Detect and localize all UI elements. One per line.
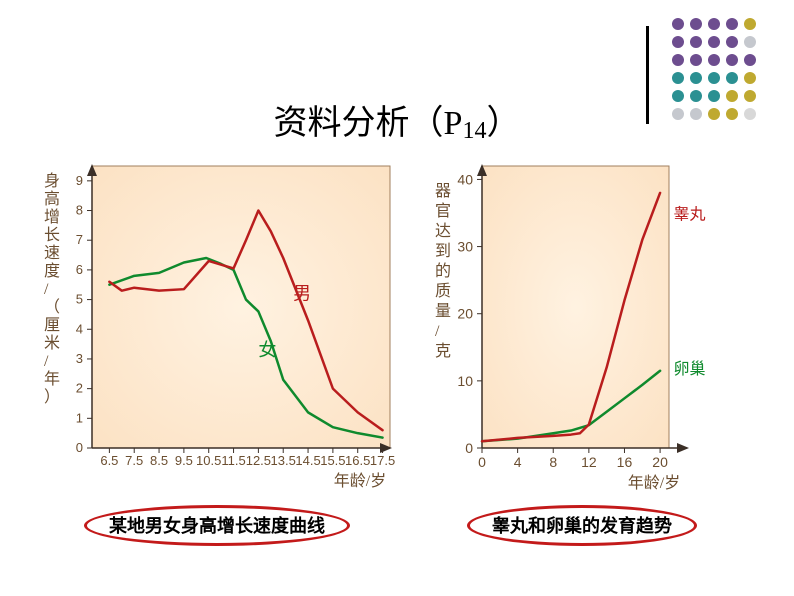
dot	[726, 18, 738, 30]
svg-text:13.5: 13.5	[271, 453, 296, 468]
svg-text:年: 年	[44, 370, 60, 388]
svg-text:睾丸: 睾丸	[673, 206, 705, 224]
dot	[690, 72, 702, 84]
svg-text:/: /	[44, 353, 49, 370]
svg-text:（: （	[44, 298, 60, 316]
dot	[726, 54, 738, 66]
title-paren-close: ）	[486, 105, 520, 142]
svg-text:官: 官	[435, 202, 451, 220]
svg-text:8: 8	[76, 203, 83, 218]
svg-text:增: 增	[44, 208, 60, 226]
svg-text:速: 速	[44, 244, 60, 262]
svg-text:器: 器	[435, 182, 451, 200]
svg-text:男: 男	[293, 284, 311, 304]
dot	[690, 18, 702, 30]
svg-text:/: /	[44, 281, 49, 298]
svg-text:12.5: 12.5	[246, 453, 271, 468]
svg-text:年龄/岁: 年龄/岁	[334, 472, 386, 490]
svg-text:10.5: 10.5	[196, 453, 221, 468]
svg-text:克: 克	[435, 342, 451, 360]
svg-text:高: 高	[44, 190, 60, 208]
svg-text:年龄/岁: 年龄/岁	[628, 474, 680, 492]
svg-text:17.5: 17.5	[370, 453, 395, 468]
svg-text:20: 20	[457, 306, 473, 322]
dot	[744, 54, 756, 66]
svg-text:4: 4	[514, 454, 522, 470]
svg-text:到: 到	[435, 242, 451, 260]
svg-text:15.5: 15.5	[320, 453, 345, 468]
dot	[672, 54, 684, 66]
svg-text:20: 20	[652, 454, 668, 470]
dot	[672, 36, 684, 48]
svg-text:0: 0	[76, 440, 83, 455]
svg-text:卵巢: 卵巢	[673, 360, 705, 378]
svg-text:度: 度	[44, 262, 60, 280]
svg-text:7: 7	[76, 232, 83, 247]
chart-height-growth: 0 1 2 3 4 5 6 7 8 9 6.5 7.5 8.5 9.510.511.512.513.514…	[24, 156, 406, 498]
svg-text:0: 0	[478, 454, 486, 470]
title-main: 资料分析	[274, 105, 410, 142]
dot	[690, 54, 702, 66]
svg-text:女: 女	[258, 340, 276, 360]
svg-text:米: 米	[44, 334, 60, 352]
svg-text:9: 9	[76, 173, 83, 188]
svg-text:长: 长	[44, 226, 60, 244]
svg-text:3: 3	[76, 351, 83, 366]
svg-text:16: 16	[617, 454, 633, 470]
svg-text:达: 达	[435, 222, 451, 240]
caption-chart2-wrap: 睾丸和卵巢的发育趋势	[467, 505, 697, 546]
title-sub: 14	[462, 118, 486, 144]
caption-chart2: 睾丸和卵巢的发育趋势	[467, 505, 697, 546]
dot	[744, 18, 756, 30]
dot	[726, 72, 738, 84]
svg-text:6: 6	[76, 262, 83, 277]
svg-text:）: ）	[44, 388, 60, 406]
svg-text:8.5: 8.5	[150, 453, 168, 468]
svg-text:量: 量	[435, 303, 451, 320]
dot	[708, 54, 720, 66]
title-p: P	[444, 105, 463, 142]
slide: 资料分析（P14） 01234567896.57.58.59.510.511.5…	[0, 0, 794, 596]
svg-text:的: 的	[435, 262, 451, 280]
dot	[744, 36, 756, 48]
page-title: 资料分析（P14）	[0, 95, 794, 144]
svg-text:6.5: 6.5	[100, 453, 118, 468]
svg-text:厘: 厘	[44, 317, 60, 334]
svg-text:11.5: 11.5	[221, 453, 245, 468]
dot	[708, 72, 720, 84]
svg-text:4: 4	[76, 321, 83, 336]
svg-text:14.5: 14.5	[295, 453, 320, 468]
dot	[708, 36, 720, 48]
svg-text:/: /	[435, 323, 440, 340]
svg-text:10: 10	[457, 373, 473, 389]
dot	[690, 36, 702, 48]
dot	[726, 36, 738, 48]
svg-text:7.5: 7.5	[125, 453, 143, 468]
svg-text:5: 5	[76, 292, 83, 307]
svg-text:9.5: 9.5	[175, 453, 193, 468]
svg-text:身: 身	[44, 172, 60, 190]
dot	[672, 18, 684, 30]
svg-text:质: 质	[435, 282, 451, 300]
dot	[708, 18, 720, 30]
chart-organ-mass: 0 10 20 30 40 0 4 8 12 16 20 器官达到的质量 / 克年龄/岁 睾丸卵巢	[417, 156, 709, 498]
dot	[744, 72, 756, 84]
svg-text:0: 0	[465, 440, 473, 456]
svg-text:2: 2	[76, 381, 83, 396]
svg-text:8: 8	[549, 454, 557, 470]
caption-chart1: 某地男女身高增长速度曲线	[84, 505, 350, 546]
svg-text:16.5: 16.5	[345, 453, 370, 468]
title-paren-open: （	[410, 105, 444, 142]
svg-text:12: 12	[581, 454, 597, 470]
svg-text:30: 30	[457, 239, 473, 255]
caption-chart1-wrap: 某地男女身高增长速度曲线	[84, 505, 350, 546]
dot	[672, 72, 684, 84]
svg-text:1: 1	[76, 410, 83, 425]
svg-text:40: 40	[457, 171, 473, 187]
